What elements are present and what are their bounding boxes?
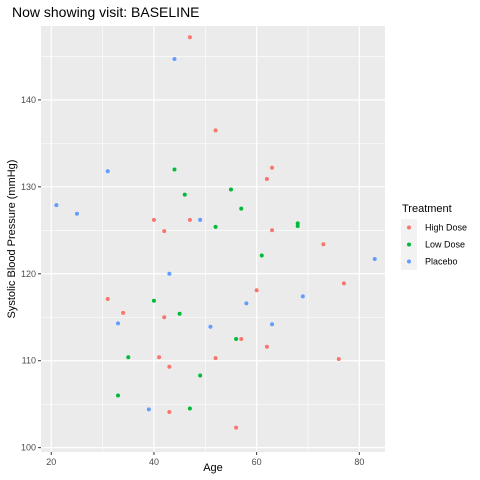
- legend-key-high-dose: [407, 225, 411, 230]
- data-point-placebo: [167, 271, 172, 276]
- data-point-placebo: [172, 57, 177, 62]
- data-point-high-dose: [213, 356, 218, 361]
- x-tick-label: 80: [354, 457, 364, 467]
- data-point-high-dose: [162, 229, 167, 234]
- plot-panel: [41, 26, 385, 452]
- data-point-high-dose: [187, 35, 192, 40]
- y-axis-title: Systolic Blood Pressure (mmHg): [6, 160, 18, 319]
- data-point-low-dose: [116, 393, 121, 398]
- x-tick-label: 40: [149, 457, 159, 467]
- data-point-placebo: [74, 211, 79, 216]
- legend-label-placebo: Placebo: [425, 257, 458, 267]
- legend: Treatment High Dose Low Dose Placebo: [401, 203, 467, 270]
- y-axis-ticks: 100 110 120 130 140: [21, 95, 41, 453]
- data-point-high-dose: [162, 315, 167, 320]
- data-point-high-dose: [157, 355, 162, 360]
- legend-label-high-dose: High Dose: [425, 223, 467, 233]
- y-tick-label: 130: [21, 182, 36, 192]
- data-point-low-dose: [239, 206, 244, 211]
- data-point-placebo: [244, 301, 249, 306]
- y-tick-label: 140: [21, 95, 36, 105]
- data-point-placebo: [54, 203, 59, 208]
- x-axis-ticks: 20 40 60 80: [46, 452, 364, 467]
- data-point-low-dose: [295, 223, 300, 228]
- y-tick-label: 110: [22, 356, 36, 366]
- data-point-low-dose: [198, 373, 203, 378]
- minor-gridlines: [41, 26, 385, 452]
- data-point-low-dose: [228, 187, 233, 192]
- data-point-low-dose: [126, 355, 131, 360]
- data-point-high-dose: [121, 310, 126, 315]
- major-gridlines: [41, 26, 385, 452]
- legend-label-low-dose: Low Dose: [425, 240, 465, 250]
- data-point-placebo: [372, 256, 377, 261]
- chart-title: Now showing visit: BASELINE: [12, 4, 200, 20]
- data-point-low-dose: [259, 253, 264, 258]
- data-point-high-dose: [321, 242, 326, 247]
- x-axis-title: Age: [203, 462, 223, 474]
- data-point-low-dose: [172, 167, 177, 172]
- data-point-placebo: [270, 322, 275, 327]
- data-point-high-dose: [239, 336, 244, 341]
- data-point-placebo: [198, 217, 203, 222]
- data-point-low-dose: [234, 336, 239, 341]
- data-point-low-dose: [177, 311, 182, 316]
- y-tick-label: 100: [21, 443, 36, 453]
- data-point-high-dose: [234, 425, 239, 430]
- data-point-high-dose: [167, 364, 172, 369]
- data-point-high-dose: [254, 288, 259, 293]
- data-point-low-dose: [187, 406, 192, 411]
- y-tick-label: 120: [21, 269, 36, 279]
- data-point-placebo: [146, 407, 151, 412]
- x-tick-label: 60: [252, 457, 262, 467]
- data-point-low-dose: [151, 298, 156, 303]
- data-point-high-dose: [270, 228, 275, 233]
- data-point-placebo: [300, 294, 305, 299]
- legend-key-low-dose: [407, 242, 411, 247]
- data-point-low-dose: [213, 224, 218, 229]
- data-points: [54, 35, 377, 430]
- data-point-low-dose: [182, 192, 187, 197]
- data-point-placebo: [105, 169, 110, 174]
- data-point-high-dose: [167, 410, 172, 415]
- data-point-high-dose: [187, 217, 192, 222]
- data-point-high-dose: [264, 177, 269, 182]
- data-point-high-dose: [341, 281, 346, 286]
- data-point-high-dose: [105, 296, 110, 301]
- data-point-high-dose: [264, 344, 269, 349]
- data-point-placebo: [208, 324, 213, 329]
- data-point-high-dose: [336, 356, 341, 361]
- data-point-placebo: [116, 321, 121, 326]
- data-point-high-dose: [151, 217, 156, 222]
- x-tick-label: 20: [46, 457, 56, 467]
- legend-key-placebo: [407, 259, 411, 264]
- legend-items: High Dose Low Dose Placebo: [401, 219, 467, 270]
- legend-title: Treatment: [402, 203, 452, 215]
- data-point-high-dose: [270, 165, 275, 170]
- data-point-high-dose: [213, 128, 218, 133]
